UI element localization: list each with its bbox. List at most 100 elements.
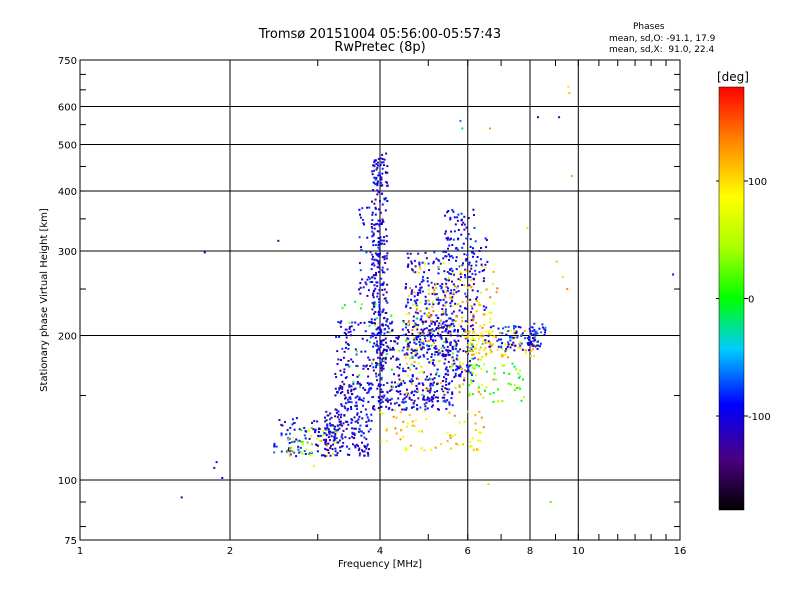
- data-point: [375, 350, 378, 353]
- data-point: [431, 306, 434, 309]
- data-point: [371, 219, 374, 221]
- data-point: [354, 427, 357, 430]
- data-point: [376, 387, 379, 390]
- data-point: [402, 320, 405, 322]
- data-point: [409, 368, 412, 371]
- x-tick-label: 6: [465, 546, 471, 557]
- data-point: [386, 318, 389, 321]
- data-point: [377, 347, 380, 350]
- data-point: [384, 197, 387, 200]
- data-point: [457, 237, 460, 240]
- data-point: [392, 355, 394, 358]
- data-point: [363, 454, 366, 457]
- data-point: [407, 392, 409, 395]
- data-point: [444, 296, 447, 299]
- data-point: [379, 328, 382, 330]
- data-point: [474, 269, 477, 272]
- data-point: [368, 324, 371, 327]
- data-point: [285, 433, 288, 436]
- data-point: [435, 347, 438, 350]
- data-point: [379, 401, 382, 404]
- data-point: [426, 340, 429, 343]
- data-point: [445, 349, 448, 351]
- data-point: [347, 360, 350, 362]
- data-point: [334, 408, 337, 411]
- data-point: [536, 344, 539, 347]
- data-point: [420, 286, 423, 289]
- data-point: [482, 334, 485, 337]
- data-point: [470, 267, 473, 270]
- data-point: [384, 312, 387, 314]
- data-point: [353, 427, 356, 430]
- data-point: [360, 303, 363, 306]
- x-tick-label: 10: [572, 546, 585, 557]
- data-point: [415, 302, 418, 305]
- data-point: [441, 311, 444, 314]
- data-point: [452, 359, 455, 362]
- data-point: [407, 344, 410, 347]
- data-point: [337, 428, 340, 431]
- data-point: [430, 382, 433, 385]
- data-point: [415, 391, 418, 393]
- data-point: [375, 168, 378, 171]
- data-point: [432, 361, 434, 364]
- data-point: [497, 345, 500, 348]
- data-point: [385, 240, 388, 243]
- data-point: [540, 331, 543, 334]
- data-point: [424, 299, 427, 302]
- data-point: [516, 336, 519, 339]
- data-point: [374, 336, 377, 339]
- data-point: [518, 386, 521, 389]
- data-point: [437, 334, 440, 337]
- data-point: [382, 384, 385, 387]
- data-point: [538, 327, 541, 330]
- data-point: [334, 450, 337, 453]
- data-point: [341, 387, 344, 390]
- data-point: [513, 326, 515, 329]
- data-point: [507, 343, 510, 346]
- data-point: [353, 388, 355, 391]
- data-point: [497, 388, 499, 391]
- data-point: [470, 381, 473, 384]
- data-point: [450, 230, 453, 233]
- data-point: [331, 424, 334, 427]
- data-point: [421, 290, 424, 293]
- data-point: [445, 290, 448, 293]
- data-point: [446, 211, 449, 214]
- data-point: [445, 366, 448, 369]
- data-point: [454, 341, 457, 344]
- data-point: [429, 389, 432, 392]
- data-point: [377, 219, 380, 222]
- data-point: [457, 367, 460, 370]
- data-point: [425, 387, 428, 390]
- data-point: [468, 445, 471, 448]
- data-point: [408, 397, 411, 400]
- data-point: [489, 351, 492, 354]
- data-point: [460, 367, 462, 370]
- data-point: [355, 404, 358, 407]
- data-point: [372, 244, 375, 247]
- data-point: [442, 353, 444, 356]
- data-point: [502, 327, 504, 330]
- data-point: [513, 329, 516, 332]
- data-point: [468, 270, 471, 273]
- phase-stats-heading: Phases: [633, 22, 665, 32]
- data-point: [346, 408, 349, 411]
- data-point: [428, 391, 431, 394]
- data-point: [449, 218, 452, 221]
- data-point: [470, 358, 473, 361]
- data-point: [411, 355, 414, 358]
- data-point: [415, 317, 418, 320]
- data-point: [506, 348, 509, 351]
- data-point: [333, 441, 336, 444]
- data-point: [379, 361, 382, 364]
- data-point: [413, 259, 416, 262]
- data-point: [430, 356, 433, 358]
- data-point: [495, 291, 498, 294]
- data-point: [326, 424, 328, 427]
- data-point: [466, 253, 469, 256]
- data-point: [359, 216, 362, 219]
- data-point: [364, 388, 367, 391]
- data-point: [410, 392, 413, 395]
- data-point: [373, 324, 376, 327]
